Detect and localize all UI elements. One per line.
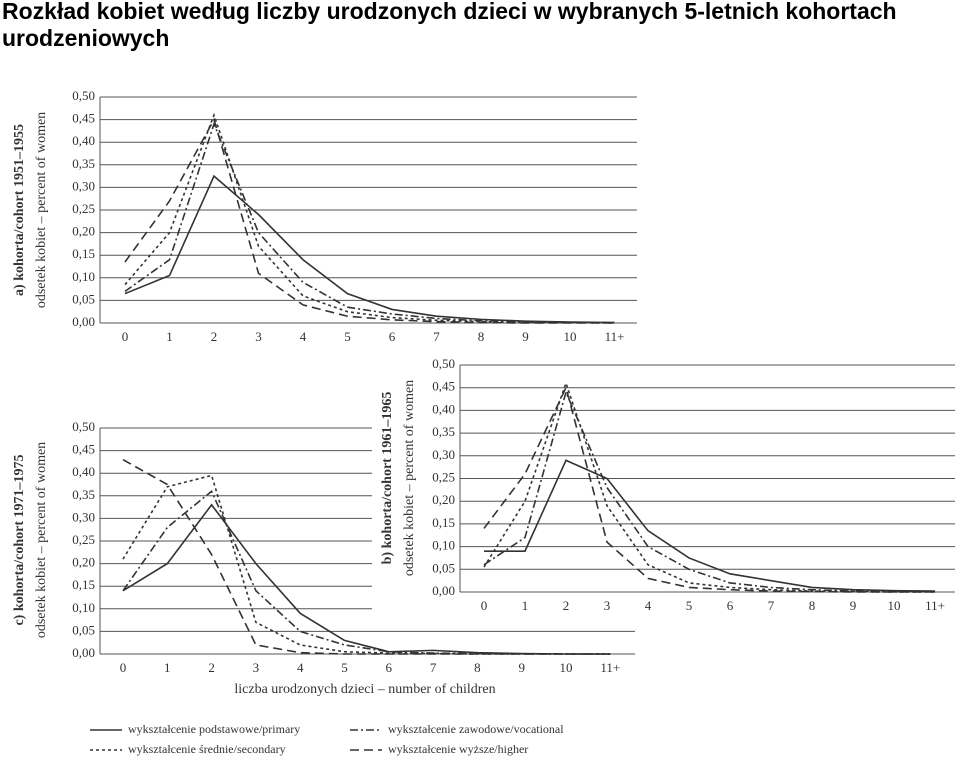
- x-tick-label: 2: [211, 329, 218, 344]
- x-axis-label: liczba urodzonych dzieci – number of chi…: [234, 682, 495, 697]
- x-tick-label: 7: [768, 598, 775, 613]
- x-tick-label: 1: [522, 598, 529, 613]
- page-title: Rozkład kobiet według liczby urodzonych …: [2, 0, 897, 51]
- y-tick-label: 0,40: [432, 401, 455, 416]
- y-axis-label: odsetek kobiet – percent of women: [34, 112, 49, 308]
- series-line: [483, 385, 935, 593]
- legend-label: wykształcenie podstawowe/primary: [128, 722, 300, 736]
- x-tick-label: 0: [481, 598, 488, 613]
- x-tick-label: 0: [120, 660, 127, 675]
- x-tick-label: 8: [478, 329, 485, 344]
- y-tick-label: 0,05: [432, 560, 455, 575]
- x-tick-label: 3: [604, 598, 611, 613]
- y-tick-label: 0,00: [72, 645, 95, 660]
- y-tick-label: 0,50: [72, 88, 95, 103]
- x-tick-label: 11+: [600, 660, 620, 675]
- y-tick-label: 0,00: [432, 583, 455, 598]
- y-tick-label: 0,25: [72, 201, 95, 216]
- y-tick-label: 0,45: [72, 442, 95, 457]
- y-tick-label: 0,05: [72, 622, 95, 637]
- x-tick-label: 3: [253, 660, 260, 675]
- panel-title: c) kohorta/cohort 1971–1975: [12, 454, 27, 625]
- y-tick-label: 0,50: [72, 419, 95, 434]
- y-tick-label: 0,30: [72, 178, 95, 193]
- y-tick-label: 0,30: [72, 509, 95, 524]
- x-tick-label: 5: [686, 598, 693, 613]
- x-tick-label: 3: [255, 329, 262, 344]
- x-tick-label: 10: [564, 329, 577, 344]
- panel-background: [372, 352, 960, 624]
- panel-title: a) kohorta/cohort 1951–1955: [12, 124, 27, 296]
- y-tick-label: 0,15: [72, 246, 95, 261]
- legend-label: wykształcenie wyższe/higher: [388, 742, 528, 756]
- y-tick-label: 0,40: [72, 133, 95, 148]
- x-tick-label: 9: [522, 329, 529, 344]
- x-tick-label: 11+: [925, 598, 945, 613]
- y-tick-label: 0,20: [432, 492, 455, 507]
- y-tick-label: 0,40: [72, 464, 95, 479]
- x-tick-label: 6: [389, 329, 396, 344]
- y-tick-label: 0,25: [432, 469, 455, 484]
- series-line: [124, 112, 615, 324]
- x-tick-label: 0: [122, 329, 129, 344]
- x-tick-label: 9: [850, 598, 857, 613]
- y-tick-label: 0,20: [72, 555, 95, 570]
- y-tick-label: 0,15: [432, 515, 455, 530]
- x-tick-label: 4: [645, 598, 652, 613]
- x-tick-label: 6: [386, 660, 393, 675]
- x-tick-label: 1: [166, 329, 173, 344]
- y-axis-label: odsetek kobiet – percent of women: [402, 380, 417, 576]
- x-tick-label: 6: [727, 598, 734, 613]
- series-line: [124, 174, 615, 324]
- x-tick-label: 5: [341, 660, 348, 675]
- x-tick-label: 10: [560, 660, 573, 675]
- y-tick-label: 0,30: [432, 447, 455, 462]
- x-tick-label: 4: [300, 329, 307, 344]
- panel-title: b) kohorta/cohort 1961–1965: [380, 392, 395, 565]
- y-tick-label: 0,05: [72, 291, 95, 306]
- legend-label: wykształcenie średnie/secondary: [128, 742, 286, 756]
- y-tick-label: 0,50: [432, 356, 455, 371]
- y-tick-label: 0,45: [72, 111, 95, 126]
- x-tick-label: 7: [433, 329, 440, 344]
- y-tick-label: 0,45: [432, 379, 455, 394]
- y-tick-label: 0,35: [432, 424, 455, 439]
- series-line: [124, 121, 615, 324]
- y-tick-label: 0,25: [72, 532, 95, 547]
- y-tick-label: 0,35: [72, 156, 95, 171]
- x-tick-label: 4: [297, 660, 304, 675]
- y-tick-label: 0,10: [432, 538, 455, 553]
- y-tick-label: 0,10: [72, 269, 95, 284]
- y-tick-label: 0,15: [72, 577, 95, 592]
- y-axis-label: odsetek kobiet – percent of women: [34, 442, 49, 638]
- y-tick-label: 0,20: [72, 224, 95, 239]
- x-tick-label: 8: [809, 598, 816, 613]
- legend-label: wykształcenie zawodowe/vocational: [388, 722, 564, 736]
- x-tick-label: 9: [518, 660, 525, 675]
- x-tick-label: 7: [430, 660, 437, 675]
- x-tick-label: 5: [344, 329, 351, 344]
- series-line: [124, 117, 615, 324]
- y-tick-label: 0,00: [72, 314, 95, 329]
- series-line: [484, 459, 936, 592]
- y-tick-label: 0,10: [72, 600, 95, 615]
- x-tick-label: 11+: [605, 329, 625, 344]
- x-tick-label: 8: [474, 660, 481, 675]
- x-tick-label: 1: [164, 660, 171, 675]
- x-tick-label: 2: [208, 660, 215, 675]
- x-tick-label: 2: [563, 598, 570, 613]
- y-tick-label: 0,35: [72, 487, 95, 502]
- series-line: [122, 458, 611, 655]
- series-line: [122, 474, 611, 655]
- x-tick-label: 10: [888, 598, 901, 613]
